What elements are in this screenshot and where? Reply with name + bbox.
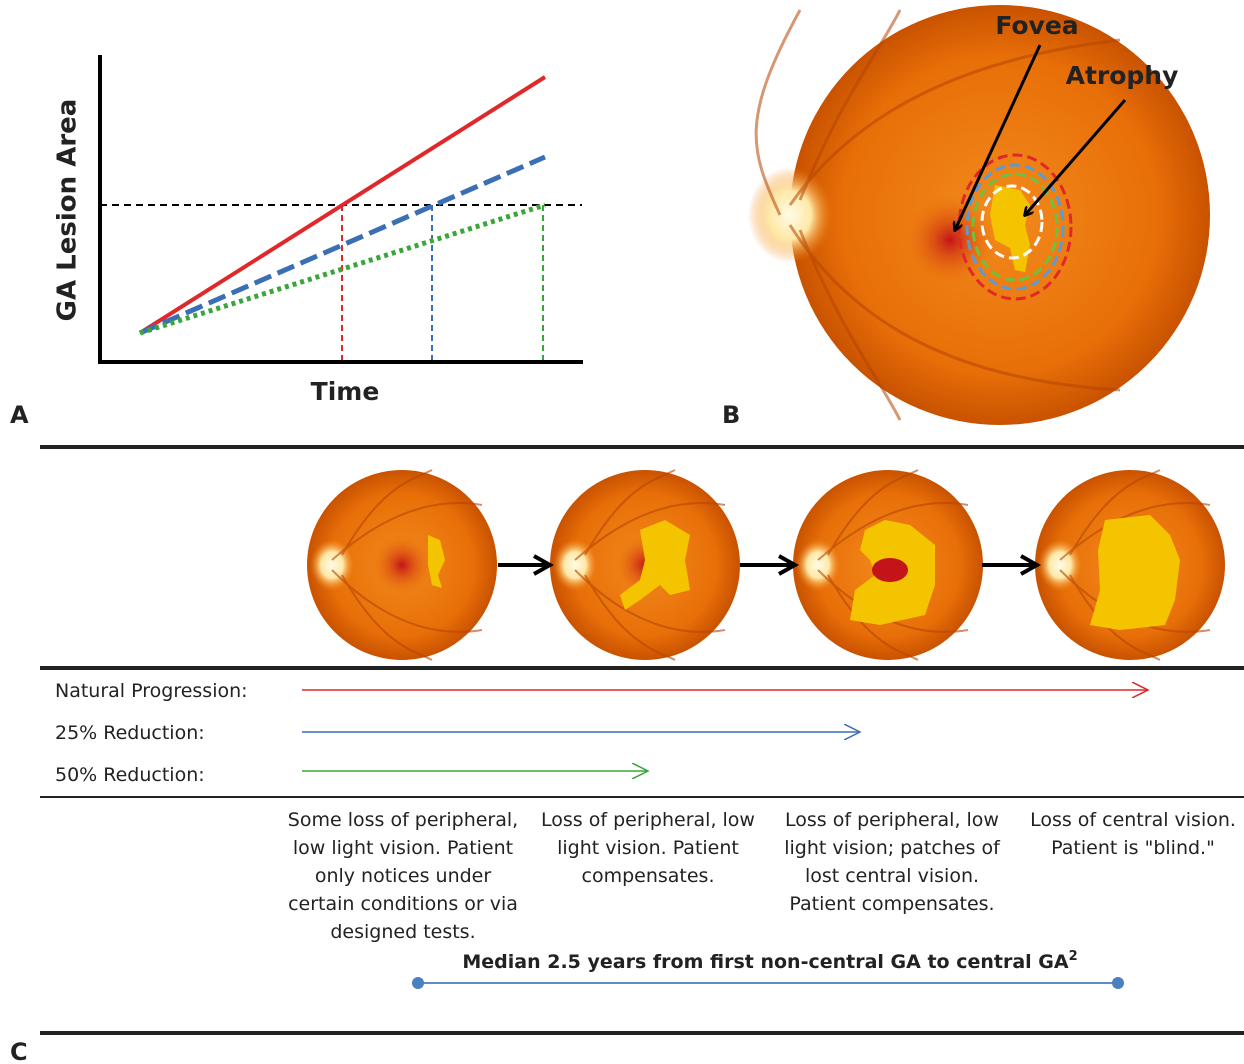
panel-a: GA Lesion Area Time A — [10, 55, 583, 429]
description-line: compensates. — [582, 865, 715, 887]
panel-label: A — [10, 401, 29, 429]
panel-label: B — [722, 401, 740, 429]
description-line: Loss of peripheral, low — [785, 809, 999, 831]
superscript: 2 — [1069, 949, 1078, 964]
description-line: light vision. Patient — [557, 837, 739, 859]
x-axis-label: Time — [311, 377, 380, 406]
timeline-label: Median 2.5 years from first non-central … — [462, 949, 1077, 973]
description-line: lost central vision. — [805, 865, 979, 887]
description-line: Loss of peripheral, low — [541, 809, 755, 831]
panel-b: Fovea Atrophy B — [722, 5, 1210, 429]
description-line: certain conditions or via — [288, 893, 518, 915]
row-label: Natural Progression: — [55, 680, 248, 702]
row-label: 25% Reduction: — [55, 722, 205, 744]
panel-label: C — [10, 1038, 28, 1064]
optic-disc — [748, 167, 832, 263]
description-line: Patient is "blind." — [1051, 837, 1215, 859]
figure: GA Lesion Area Time A Fovea Atrophy B — [0, 0, 1244, 1064]
annotation: Atrophy — [1066, 61, 1179, 90]
annotation: Fovea — [995, 11, 1078, 40]
description-line: only notices under — [315, 865, 492, 887]
description-line: low light vision. Patient — [293, 837, 513, 859]
description-line: Loss of central vision. — [1030, 809, 1236, 831]
description-line: Patient compensates. — [789, 893, 994, 915]
panel-c: Natural Progression: 25% Reduction: 50% … — [10, 447, 1244, 1064]
description-line: Some loss of peripheral, — [288, 809, 518, 831]
timeline-text: Median 2.5 years from first non-central … — [462, 951, 1068, 973]
row-label: 50% Reduction: — [55, 764, 205, 786]
description-line: designed tests. — [330, 921, 475, 943]
y-axis-label: GA Lesion Area — [53, 99, 83, 322]
description-line: light vision; patches of — [784, 837, 1001, 859]
